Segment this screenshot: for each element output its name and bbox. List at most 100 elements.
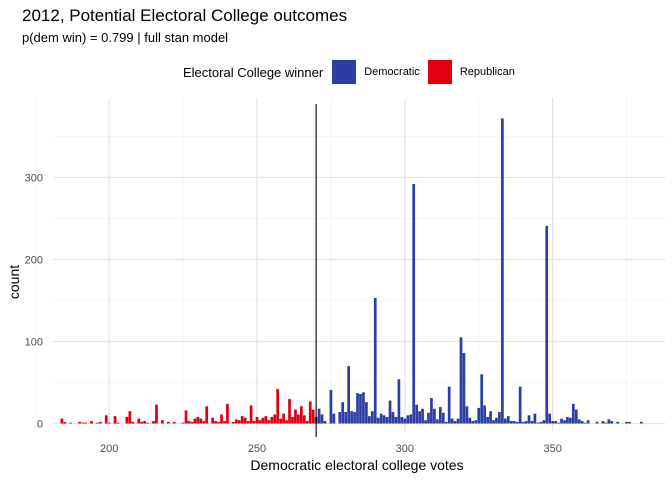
bar-republican (237, 420, 241, 424)
bar-democratic (474, 420, 478, 424)
bar-democratic (421, 408, 424, 424)
bar-republican (137, 418, 141, 424)
bar-republican (243, 417, 247, 424)
bar-republican (81, 422, 84, 424)
bar-democratic (503, 418, 507, 424)
bar-republican (220, 414, 223, 424)
bar-democratic (483, 405, 487, 424)
legend-label-republican: Republican (459, 66, 515, 78)
bar-republican (279, 418, 283, 424)
bar-democratic (554, 421, 557, 424)
bar-republican (193, 418, 197, 424)
bar-democratic (353, 412, 356, 424)
bar-democratic (329, 389, 333, 424)
legend-item-democratic: Democratic (332, 60, 420, 84)
bar-republican (113, 416, 117, 424)
bar-democratic (465, 406, 469, 424)
bar-republican (311, 409, 315, 424)
bar-democratic (536, 422, 540, 424)
bar-republican (261, 417, 265, 424)
bar-democratic (480, 374, 484, 424)
bar-republican (276, 389, 280, 424)
bar-democratic (427, 412, 430, 424)
legend-swatch-republican (427, 60, 452, 84)
bar-democratic (356, 393, 359, 424)
bar-democratic (344, 412, 348, 424)
bar-democratic (477, 407, 481, 424)
bar-republican (190, 421, 194, 424)
bar-democratic (566, 416, 569, 424)
bar-republican (217, 421, 220, 424)
bar-democratic (509, 421, 513, 424)
bar-democratic (370, 411, 374, 424)
bar-republican (69, 422, 73, 424)
bar-republican (273, 414, 277, 424)
bar-democratic (424, 420, 427, 424)
bar-democratic (382, 415, 386, 424)
y-tick-label: 100 (25, 336, 43, 348)
bar-republican (297, 414, 300, 424)
x-ticks: 200 250 300 350 (100, 443, 562, 455)
bar-republican (78, 421, 81, 424)
bar-democratic (571, 403, 575, 424)
bar-republican (223, 421, 226, 424)
bar-democratic (527, 415, 531, 424)
bar-democratic (400, 416, 404, 424)
bar-republican (146, 422, 149, 424)
bar-democratic (560, 418, 563, 424)
bar-democratic (574, 409, 578, 424)
bar-democratic (486, 416, 489, 424)
bar-republican (95, 422, 99, 424)
bar-republican (255, 416, 259, 424)
bar-democratic (415, 404, 419, 424)
bar-republican (226, 403, 229, 424)
bar-republican (240, 416, 244, 424)
bar-democratic (557, 422, 560, 424)
legend-title: Electoral College winner (183, 64, 324, 80)
bar-democratic (385, 416, 389, 424)
bar-democratic (362, 392, 365, 424)
bar-democratic (492, 420, 495, 424)
bar-democratic (610, 421, 614, 424)
grid-lines (34, 98, 665, 431)
bar-republican (181, 422, 185, 424)
bar-democratic (359, 393, 362, 424)
bar-democratic (586, 420, 590, 424)
bar-republican (267, 420, 271, 424)
bar-republican (294, 409, 297, 424)
bar-democratic (604, 422, 608, 424)
bar-republican (270, 416, 274, 424)
bar-democratic (450, 418, 454, 424)
bar-democratic (444, 421, 448, 424)
bar-democratic (625, 421, 628, 424)
bar-republican (161, 420, 164, 424)
bar-republican (288, 398, 291, 424)
bar-democratic (616, 421, 620, 424)
bar-republican (131, 421, 135, 424)
bar-democratic (495, 417, 498, 424)
legend-label-democratic: Democratic (364, 66, 420, 78)
bar-republican (98, 421, 102, 424)
bar-democratic (468, 417, 472, 424)
legend-swatch-democratic (332, 60, 357, 84)
bar-democratic (601, 421, 605, 424)
bar-democratic (430, 398, 433, 424)
bar-republican (199, 418, 203, 424)
bar-republican (107, 422, 111, 424)
bar-democratic (539, 421, 543, 424)
y-ticks: 0 100 200 300 (25, 172, 43, 430)
bar-democratic (628, 421, 631, 424)
bar-republican (246, 421, 250, 424)
bar-democratic (341, 402, 345, 424)
bar-democratic (471, 421, 475, 424)
bar-democratic (412, 184, 416, 424)
chart-title: 2012, Potential Electoral College outcom… (22, 6, 348, 25)
bar-democratic (515, 421, 519, 424)
bar-democratic (462, 352, 466, 424)
bar-republican (234, 419, 238, 424)
bar-republican (302, 415, 306, 424)
bar-democratic (530, 421, 534, 424)
legend: Electoral College winner Democratic Repu… (183, 58, 523, 86)
bar-republican (211, 417, 215, 424)
bar-democratic (406, 415, 410, 424)
